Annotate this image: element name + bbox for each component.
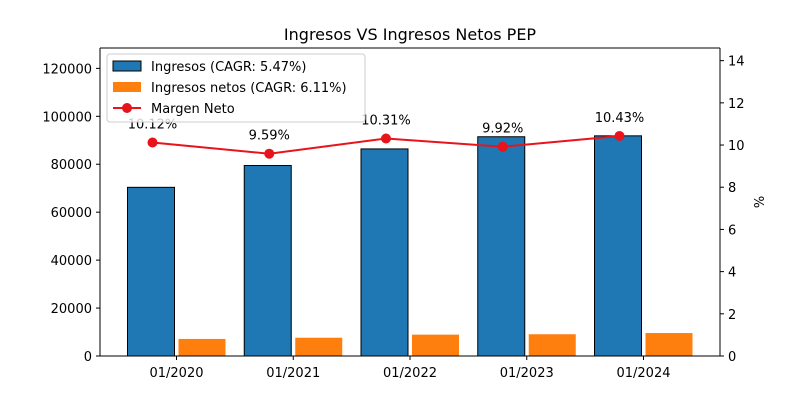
bar-ingresos-netos bbox=[528, 334, 576, 356]
margen-neto-data-label: 9.59% bbox=[249, 129, 290, 144]
x-tick-label: 01/2024 bbox=[616, 366, 670, 381]
y-left-tick-label: 80000 bbox=[51, 158, 92, 173]
axes-layer bbox=[96, 47, 724, 360]
margen-neto-point bbox=[147, 137, 158, 148]
legend-marker-margen-neto bbox=[122, 103, 132, 113]
y-right-tick-label: 4 bbox=[728, 266, 736, 281]
x-tick-label: 01/2023 bbox=[500, 366, 554, 381]
margen-neto-data-label: 10.31% bbox=[361, 114, 411, 129]
y-left-tick-label: 20000 bbox=[51, 302, 92, 317]
x-tick-label: 01/2020 bbox=[149, 366, 203, 381]
bars-layer bbox=[127, 135, 693, 357]
margen-neto-data-label: 9.92% bbox=[482, 122, 523, 137]
legend-swatch-ingresos-netos bbox=[113, 82, 141, 92]
y-left-tick-label: 40000 bbox=[51, 254, 92, 269]
x-tick-label: 01/2022 bbox=[383, 366, 437, 381]
legend-label-ingresos: Ingresos (CAGR: 5.47%) bbox=[151, 60, 306, 75]
bar-ingresos bbox=[594, 135, 642, 357]
y-right-tick-label: 10 bbox=[728, 139, 745, 154]
y-left-tick-label: 100000 bbox=[42, 110, 92, 125]
margen-neto-point bbox=[264, 148, 275, 159]
margen-neto-data-label: 10.43% bbox=[595, 111, 645, 126]
legend-label-margen-neto: Margen Neto bbox=[151, 102, 235, 117]
legend-box bbox=[106, 53, 366, 123]
margen-neto-point bbox=[497, 141, 508, 152]
bar-ingresos-netos bbox=[412, 334, 459, 356]
bar-ingresos-netos bbox=[178, 338, 226, 356]
bar-ingresos bbox=[477, 136, 526, 357]
margen-neto-point bbox=[614, 130, 625, 141]
y-left-tick-label: 60000 bbox=[51, 206, 92, 221]
labels-layer: 10.12%9.59%10.31%9.92%10.43%020000400006… bbox=[42, 55, 768, 381]
y-left-tick-label: 0 bbox=[84, 350, 92, 365]
y-right-tick-label: 6 bbox=[728, 223, 736, 238]
y-right-tick-label: 8 bbox=[728, 181, 736, 196]
legend: Ingresos (CAGR: 5.47%) Ingresos netos (CA… bbox=[106, 53, 366, 123]
legend-swatch-ingresos bbox=[112, 60, 142, 72]
y-right-tick-label: 14 bbox=[728, 55, 745, 70]
x-tick-label: 01/2021 bbox=[266, 366, 320, 381]
y-left-tick-label: 120000 bbox=[42, 62, 92, 77]
legend-label-ingresos-netos: Ingresos netos (CAGR: 6.11%) bbox=[151, 81, 347, 96]
y-right-tick-label: 2 bbox=[728, 308, 736, 323]
bar-ingresos bbox=[127, 186, 175, 357]
bar-ingresos bbox=[360, 148, 409, 357]
chart-title: Ingresos VS Ingresos Netos PEP bbox=[284, 25, 537, 44]
bar-ingresos-netos bbox=[295, 337, 343, 356]
y-right-tick-label: 12 bbox=[728, 97, 745, 112]
bar-ingresos-netos bbox=[645, 333, 693, 356]
bar-ingresos bbox=[243, 165, 292, 357]
y-right-tick-label: 0 bbox=[728, 350, 736, 365]
line-layer bbox=[147, 130, 625, 159]
margen-neto-point bbox=[381, 133, 391, 144]
y-right-axis-label: % bbox=[753, 196, 768, 208]
